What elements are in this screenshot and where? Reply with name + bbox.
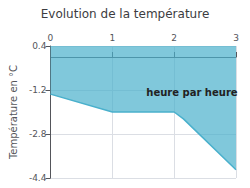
svg-text:0.4: 0.4 bbox=[32, 41, 47, 51]
svg-text:Température en °C: Température en °C bbox=[8, 65, 19, 160]
svg-text:2: 2 bbox=[171, 33, 177, 43]
svg-text:3: 3 bbox=[233, 33, 239, 43]
svg-text:heure par heure: heure par heure bbox=[146, 87, 237, 98]
svg-text:0: 0 bbox=[48, 33, 54, 43]
svg-text:Evolution de la température: Evolution de la température bbox=[41, 7, 210, 21]
svg-text:-1.2: -1.2 bbox=[29, 85, 47, 95]
svg-text:1: 1 bbox=[109, 33, 115, 43]
svg-text:-4.4: -4.4 bbox=[29, 173, 47, 183]
svg-text:-2.8: -2.8 bbox=[29, 129, 47, 139]
